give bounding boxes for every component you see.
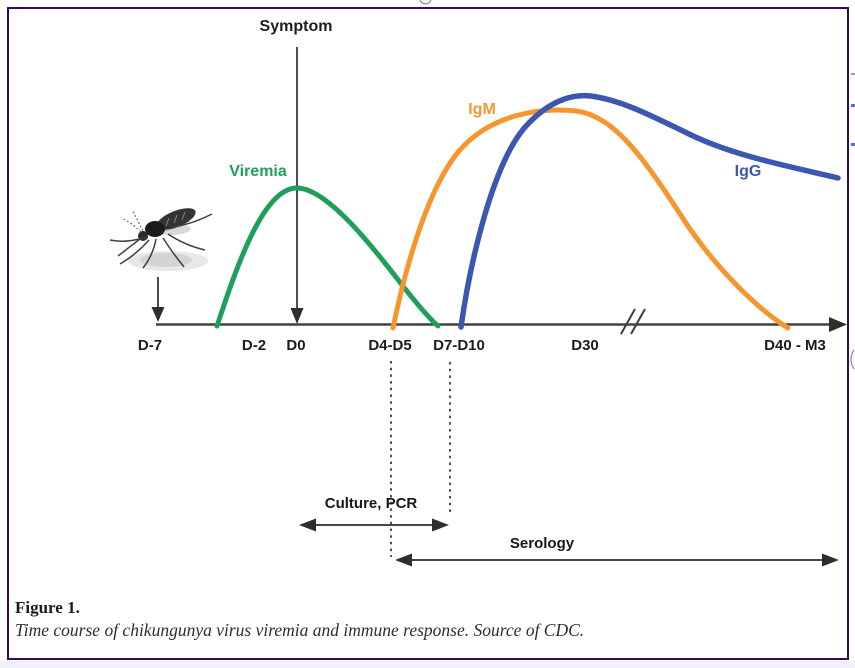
axis-tick-d-7: D-7 <box>137 337 163 354</box>
axis-tick-d-2: D-2 <box>241 337 267 354</box>
viremia-curve <box>214 185 441 329</box>
mosquito-icon <box>109 208 213 271</box>
cropped-text-artifacts <box>419 0 855 370</box>
down-arrowhead-icon <box>290 308 304 324</box>
down-arrowhead-icon <box>151 307 165 322</box>
infection-arrow <box>151 277 165 322</box>
culture-pcr-label: Culture, PCR <box>324 495 418 512</box>
figure-caption-text: Time course of chikungunya virus viremia… <box>15 620 585 640</box>
time-axis <box>156 308 847 335</box>
left-arrowhead-icon <box>395 553 412 567</box>
right-arrowhead-icon <box>822 553 839 567</box>
serology-range-arrow <box>395 553 839 567</box>
axis-break-slash-2 <box>630 308 646 335</box>
igm-curve <box>390 107 791 331</box>
right-arrowhead-icon <box>432 518 449 532</box>
left-arrowhead-icon <box>299 518 316 532</box>
axis-break-slash-1 <box>620 308 636 335</box>
symptom-label: Symptom <box>259 18 333 35</box>
igg-curve-label: IgG <box>734 163 762 180</box>
page-background-strip <box>0 661 855 668</box>
figure-caption-title: Figure 1. <box>15 598 80 617</box>
symptom-arrow <box>290 47 304 324</box>
culture-pcr-range-arrow <box>299 518 449 532</box>
axis-tick-d0: D0 <box>286 337 306 354</box>
axis-tick-d30: D30 <box>571 337 599 354</box>
axis-tick-d4-d5: D4-D5 <box>368 337 412 354</box>
igm-curve-label: IgM <box>468 101 496 118</box>
axis-tick-d7-d10: D7-D10 <box>433 337 485 354</box>
figure-border <box>7 7 849 660</box>
igg-curve <box>458 92 841 330</box>
axis-arrowhead-icon <box>829 317 847 332</box>
viremia-curve-label: Viremia <box>229 163 287 180</box>
serology-label: Serology <box>509 535 575 552</box>
axis-tick-d40-m3: D40 - M3 <box>764 337 826 354</box>
